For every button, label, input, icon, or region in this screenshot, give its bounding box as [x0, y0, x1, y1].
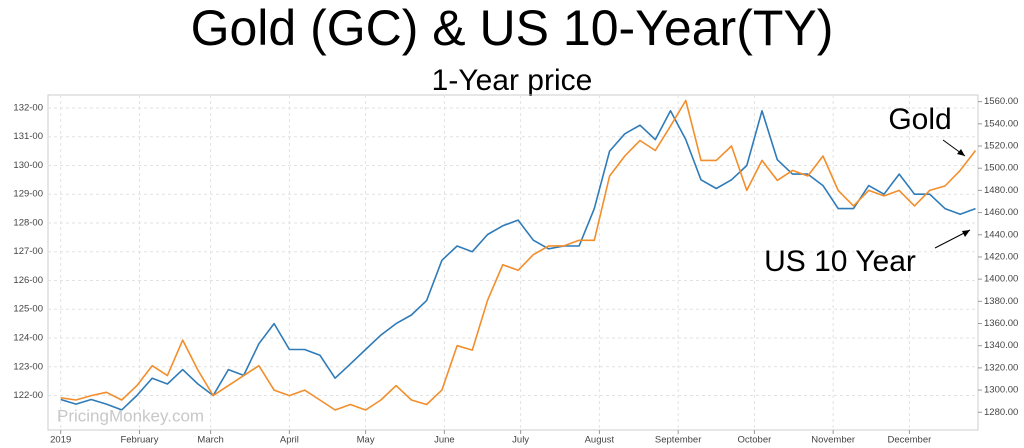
chart-subtitle: 1-Year price — [432, 64, 593, 97]
x-tick-label: June — [434, 435, 455, 446]
x-tick-label: July — [512, 435, 529, 446]
x-tick-label: May — [357, 435, 375, 446]
y2-tick-label: 1420.00 — [984, 251, 1018, 262]
gold-annotation: Gold — [888, 103, 951, 136]
marks — [60, 99, 977, 411]
y-tick-label: 126-00 — [13, 275, 43, 286]
x-tick-label: November — [811, 435, 855, 446]
y2-tick-label: 1360.00 — [984, 318, 1018, 329]
y-tick-label: 122-00 — [13, 390, 43, 401]
y2-tick-label: 1320.00 — [984, 362, 1018, 373]
grid — [48, 95, 978, 430]
x-tick-label: March — [197, 435, 223, 446]
y2-tick-label: 1280.00 — [984, 407, 1018, 418]
plot-frame — [47, 94, 979, 431]
y2-tick-label: 1500.00 — [984, 163, 1018, 174]
gold-arrow-head — [957, 149, 965, 156]
x-tick-label: September — [655, 435, 701, 446]
y2-tick-label: 1400.00 — [984, 274, 1018, 285]
ty-annotation: US 10 Year — [764, 245, 916, 278]
y2-tick-label: 1480.00 — [984, 185, 1018, 196]
ty-arrow-head — [962, 230, 970, 237]
x-tick-label: 2019 — [50, 435, 71, 446]
y2-tick-label: 1460.00 — [984, 207, 1018, 218]
watermark: PricingMonkey.com — [57, 406, 204, 425]
y-tick-label: 128-00 — [13, 217, 43, 228]
y2-tick-label: 1340.00 — [984, 340, 1018, 351]
y-tick-label: 125-00 — [13, 304, 43, 315]
x-tick-label: December — [887, 435, 931, 446]
x-tick-label: April — [280, 435, 299, 446]
y2-tick-label: 1560.00 — [984, 96, 1018, 107]
y2-tick-label: 1380.00 — [984, 296, 1018, 307]
x-tick-label: October — [737, 435, 771, 446]
y-tick-label: 124-00 — [13, 332, 43, 343]
chart-title: Gold (GC) & US 10-Year(TY) — [191, 0, 834, 56]
series-line — [60, 99, 977, 411]
y-tick-label: 129-00 — [13, 189, 43, 200]
y-tick-label: 127-00 — [13, 246, 43, 257]
y-tick-label: 123-00 — [13, 361, 43, 372]
x-tick-label: February — [120, 435, 158, 446]
y-tick-label: 131-00 — [13, 131, 43, 142]
y2-tick-label: 1300.00 — [984, 385, 1018, 396]
y2-tick-label: 1540.00 — [984, 118, 1018, 129]
y-tick-label: 132-00 — [13, 102, 43, 113]
y2-tick-label: 1440.00 — [984, 229, 1018, 240]
y2-tick-label: 1520.00 — [984, 141, 1018, 152]
x-tick-label: August — [585, 435, 615, 446]
y-tick-label: 130-00 — [13, 160, 43, 171]
